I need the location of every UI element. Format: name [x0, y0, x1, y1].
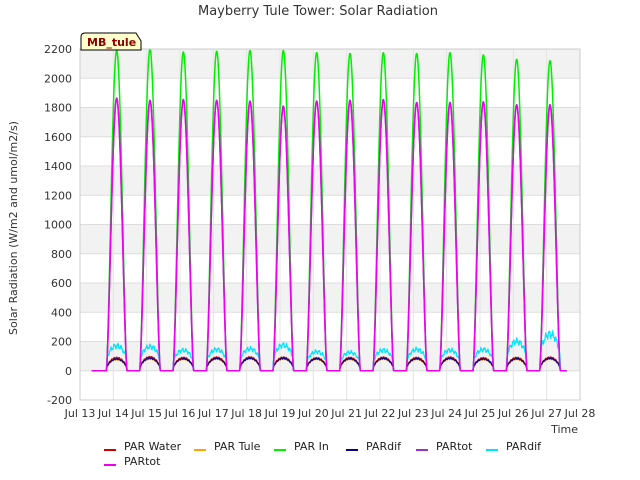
x-tick-label: Jul 24	[430, 407, 462, 420]
plot-band	[80, 166, 580, 196]
plot-band	[80, 195, 580, 225]
y-tick-label: -200	[47, 394, 72, 407]
y-tick-label: 600	[51, 277, 72, 290]
plot-band	[80, 312, 580, 342]
y-axis-label: Solar Radiation (W/m2 and umol/m2/s)	[7, 121, 20, 335]
x-axis-label: Time	[550, 423, 578, 436]
x-axis-ticks: Jul 13 Jul 14 Jul 15 Jul 16 Jul 17 Jul 18 Jul …	[64, 407, 596, 420]
plot-frame	[79, 48, 581, 401]
x-tick-label: Jul 28	[564, 407, 596, 420]
plot-band	[80, 136, 580, 166]
plot-band	[80, 49, 580, 79]
legend-item: PARdif	[486, 440, 542, 453]
y-tick-label: 1000	[44, 219, 72, 232]
plot-band	[80, 78, 580, 108]
x-tick-label: Jul 21	[330, 407, 362, 420]
y-tick-label: 0	[65, 365, 72, 378]
y-tick-label: 1400	[44, 160, 72, 173]
x-tick-label: Jul 14	[97, 407, 129, 420]
series-line-partot	[91, 98, 568, 372]
x-tick-label: Jul 13	[64, 407, 96, 420]
station-badge: MB_tule	[80, 32, 142, 51]
legend-label: PAR In	[294, 440, 329, 453]
legend-item: PAR In	[274, 440, 329, 453]
plot-band	[80, 370, 580, 400]
x-tick-label: Jul 26	[497, 407, 529, 420]
legend-item: PARtot	[104, 455, 161, 468]
legend-item: PAR Water	[104, 440, 182, 453]
y-tick-label: 200	[51, 336, 72, 349]
y-tick-label: 2000	[44, 72, 72, 85]
y-tick-label: 1200	[44, 189, 72, 202]
y-axis-ticks: -200 0 200 400 600 800 1000 1200 1400 1600 1800 200…	[44, 43, 72, 407]
x-tick-label: Jul 16	[164, 407, 196, 420]
plot-background	[80, 49, 580, 400]
x-tick-label: Jul 22	[364, 407, 396, 420]
y-tick-label: 400	[51, 306, 72, 319]
y-tick-label: 800	[51, 248, 72, 261]
legend: PAR Water PAR Tule PAR In PARdif PARtot PARdi…	[104, 440, 542, 468]
y-tick-label: 1800	[44, 102, 72, 115]
plot-band	[80, 224, 580, 254]
series-layer	[91, 48, 568, 372]
legend-item: PARdif	[346, 440, 402, 453]
legend-item: PARtot	[416, 440, 473, 453]
legend-label: PAR Tule	[214, 440, 261, 453]
station-badge-box	[80, 32, 142, 51]
y-tick-label: 2200	[44, 43, 72, 56]
y-tick-label: 1600	[44, 131, 72, 144]
legend-label: PARdif	[366, 440, 402, 453]
x-tick-label: Jul 20	[297, 407, 329, 420]
legend-label: PAR Water	[124, 440, 182, 453]
x-tick-label: Jul 18	[230, 407, 262, 420]
legend-label: PARtot	[124, 455, 161, 468]
plot-band	[80, 283, 580, 313]
legend-item: PAR Tule	[194, 440, 261, 453]
plot-band	[80, 107, 580, 137]
chart-title: Mayberry Tule Tower: Solar Radiation	[198, 4, 438, 19]
plot-band	[80, 253, 580, 283]
station-badge-text: MB_tule	[87, 36, 136, 49]
x-tick-label: Jul 23	[397, 407, 429, 420]
x-tick-label: Jul 27	[530, 407, 562, 420]
plot-band	[80, 341, 580, 371]
legend-label: PARtot	[436, 440, 473, 453]
x-tick-label: Jul 25	[464, 407, 496, 420]
x-tick-label: Jul 19	[264, 407, 296, 420]
x-tick-label: Jul 17	[197, 407, 229, 420]
x-tick-label: Jul 15	[130, 407, 162, 420]
legend-label: PARdif	[506, 440, 542, 453]
